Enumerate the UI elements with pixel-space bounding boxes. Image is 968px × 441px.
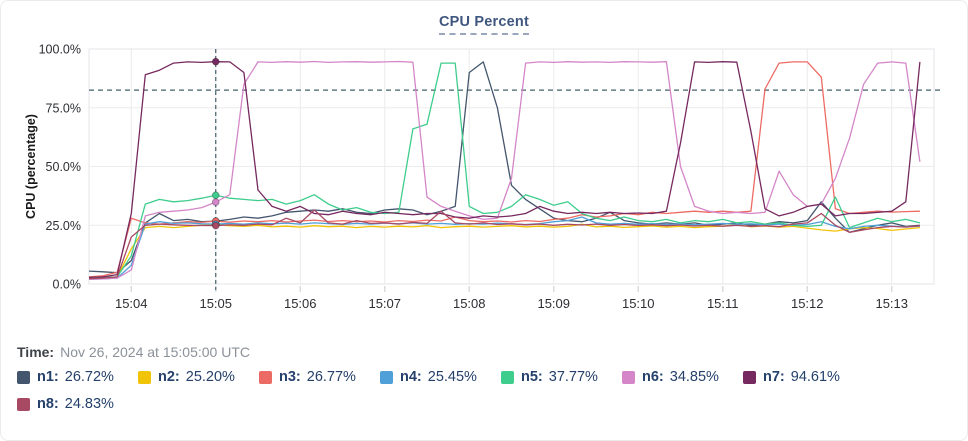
panel-title[interactable]: CPU Percent <box>438 14 530 35</box>
legend-swatch-n7 <box>743 370 756 384</box>
legend-swatch-n6 <box>622 370 635 384</box>
x-tick-label: 15:11 <box>707 296 739 311</box>
legend-label: n4: <box>400 369 422 385</box>
legend-swatch-n4 <box>380 370 393 384</box>
series-line-n1 <box>88 61 920 274</box>
series-line-n7 <box>88 61 921 279</box>
x-tick-label: 15:04 <box>115 296 148 311</box>
series-line-n3 <box>88 61 920 278</box>
x-tick-label: 15:06 <box>284 296 317 311</box>
legend-item-n7[interactable]: n7: 94.61% <box>743 369 864 385</box>
legend-label: n8: <box>37 396 59 412</box>
legend-value: 37.77% <box>548 369 598 385</box>
series-line-n6 <box>88 60 921 280</box>
legend-item-n2[interactable]: n2: 25.20% <box>138 369 259 385</box>
y-tick-label: 50.0% <box>46 160 81 174</box>
legend-swatch-n2 <box>138 370 151 384</box>
legend-label: n2: <box>158 369 180 385</box>
legend-item-n5[interactable]: n5: 37.77% <box>501 369 622 385</box>
x-tick-label: 15:09 <box>537 296 570 311</box>
cpu-chart[interactable]: 15:04 15:05 15:06 15:07 15:08 15:09 15:10 15:11… <box>1 1 968 323</box>
crosshair-marker-n6 <box>211 198 220 207</box>
legend-value: 24.83% <box>64 396 114 412</box>
x-tick-label: 15:12 <box>791 296 824 311</box>
series-line-n2 <box>89 223 920 279</box>
legend-item-n4[interactable]: n4: 25.45% <box>380 369 501 385</box>
legend-label: n7: <box>763 369 785 385</box>
x-tick-label: 15:13 <box>875 296 908 311</box>
time-value: Nov 26, 2024 at 15:05:00 UTC <box>60 344 250 360</box>
series-line-n5 <box>88 62 921 279</box>
legend-swatch-n3 <box>259 370 272 384</box>
legend-label: n6: <box>642 369 664 385</box>
legend-swatch-n1 <box>17 370 30 384</box>
time-row: Time: Nov 26, 2024 at 15:05:00 UTC <box>17 344 250 360</box>
time-label: Time: <box>17 344 55 360</box>
x-tick-label: 15:05 <box>199 296 232 311</box>
crosshair-marker-n5 <box>211 191 220 200</box>
x-tick-label: 15:08 <box>453 296 486 311</box>
y-tick-label: 75.0% <box>46 101 81 115</box>
legend-label: n3: <box>279 369 301 385</box>
legend-item-n6[interactable]: n6: 34.85% <box>622 369 743 385</box>
legend-value: 26.77% <box>306 369 356 385</box>
crosshair-marker-n7 <box>211 57 220 66</box>
panel-title-row: CPU Percent <box>1 13 967 35</box>
legend-value: 94.61% <box>790 369 840 385</box>
legend-value: 34.85% <box>669 369 719 385</box>
legend-item-n1[interactable]: n1: 26.72% <box>17 369 138 385</box>
y-tick-label: 25.0% <box>46 219 81 233</box>
series-line-n4 <box>88 216 920 280</box>
y-tick-label: 100.0% <box>39 43 81 57</box>
x-tick-label: 15:07 <box>368 296 401 311</box>
plot-border <box>88 48 935 285</box>
y-tick-label: 0.0% <box>53 278 82 292</box>
crosshair-marker-n8 <box>211 221 220 230</box>
x-tick-label: 15:10 <box>622 296 655 311</box>
y-axis-title: CPU (percentage) <box>24 114 38 219</box>
legend-item-n8[interactable]: n8: 24.83% <box>17 396 138 412</box>
legend-swatch-n8 <box>17 397 30 411</box>
legend-value: 25.20% <box>185 369 235 385</box>
legend-item-n3[interactable]: n3: 26.77% <box>259 369 380 385</box>
legend-label: n1: <box>37 369 59 385</box>
legend-value: 25.45% <box>427 369 477 385</box>
legend-swatch-n5 <box>501 370 514 384</box>
legend-value: 26.72% <box>64 369 114 385</box>
legend: n1: 26.72% n2: 25.20% n3: 26.77% n4: 25.45% n5: 3… <box>17 369 955 412</box>
legend-label: n5: <box>521 369 543 385</box>
series-line-n8 <box>88 209 920 280</box>
